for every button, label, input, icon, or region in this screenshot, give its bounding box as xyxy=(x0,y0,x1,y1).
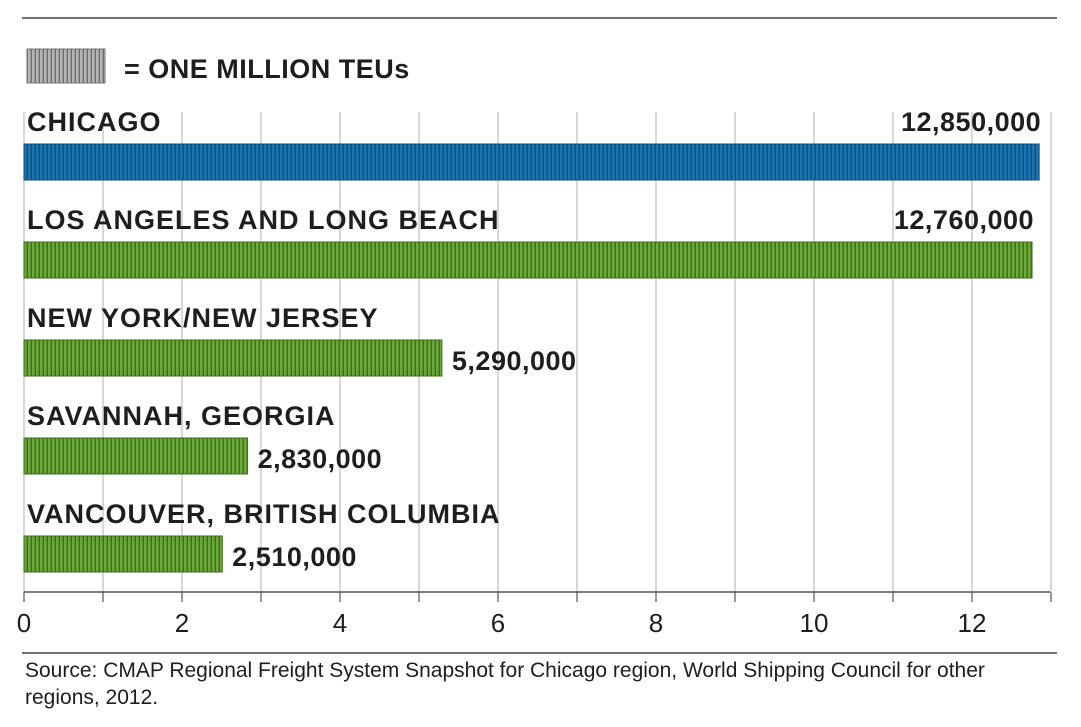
legend-text: = ONE MILLION TEUs xyxy=(124,54,410,84)
x-tick-label: 0 xyxy=(17,608,31,638)
value-label: 12,850,000 xyxy=(901,107,1041,137)
x-axis: 0 2 4 6 8 10 12 xyxy=(17,592,1052,638)
x-tick-label: 2 xyxy=(175,608,189,638)
category-label: SAVANNAH, GEORGIA xyxy=(27,401,336,431)
bar xyxy=(23,241,1033,279)
legend-swatch xyxy=(26,48,106,84)
bar xyxy=(23,339,443,377)
bar xyxy=(23,535,223,573)
value-label: 2,510,000 xyxy=(232,542,357,572)
x-tick-label: 12 xyxy=(958,608,987,638)
labels: CHICAGO 12,850,000 LOS ANGELES AND LONG BE… xyxy=(27,107,1041,572)
category-label: CHICAGO xyxy=(27,107,162,137)
bar xyxy=(23,143,1040,181)
category-label: NEW YORK/NEW JERSEY xyxy=(27,303,379,333)
category-label: VANCOUVER, BRITISH COLUMBIA xyxy=(27,499,501,529)
x-tick-label: 10 xyxy=(800,608,829,638)
value-label: 5,290,000 xyxy=(452,346,577,376)
category-label: LOS ANGELES AND LONG BEACH xyxy=(27,205,500,235)
x-tick-label: 4 xyxy=(333,608,347,638)
x-tick-label: 6 xyxy=(491,608,505,638)
bars xyxy=(23,143,1040,573)
value-label: 12,760,000 xyxy=(894,205,1034,235)
source-note: Source: CMAP Regional Freight System Sna… xyxy=(25,659,985,709)
bar xyxy=(23,437,249,475)
x-tick-label: 8 xyxy=(649,608,663,638)
value-label: 2,830,000 xyxy=(258,444,383,474)
